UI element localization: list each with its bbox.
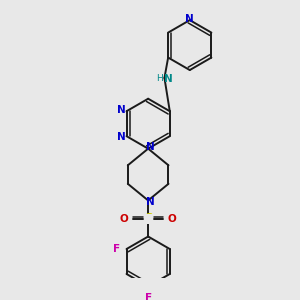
Text: H: H (156, 74, 163, 83)
Text: N: N (117, 132, 125, 142)
Bar (143, 214, 153, 224)
Text: N: N (146, 197, 154, 207)
Text: F: F (113, 244, 120, 254)
Text: O: O (120, 214, 128, 224)
Text: F: F (145, 292, 152, 300)
Text: N: N (185, 14, 194, 24)
Text: O: O (168, 214, 177, 224)
Text: N: N (146, 142, 154, 152)
Text: N: N (164, 74, 172, 84)
Text: S: S (144, 212, 152, 225)
Text: N: N (117, 105, 125, 115)
